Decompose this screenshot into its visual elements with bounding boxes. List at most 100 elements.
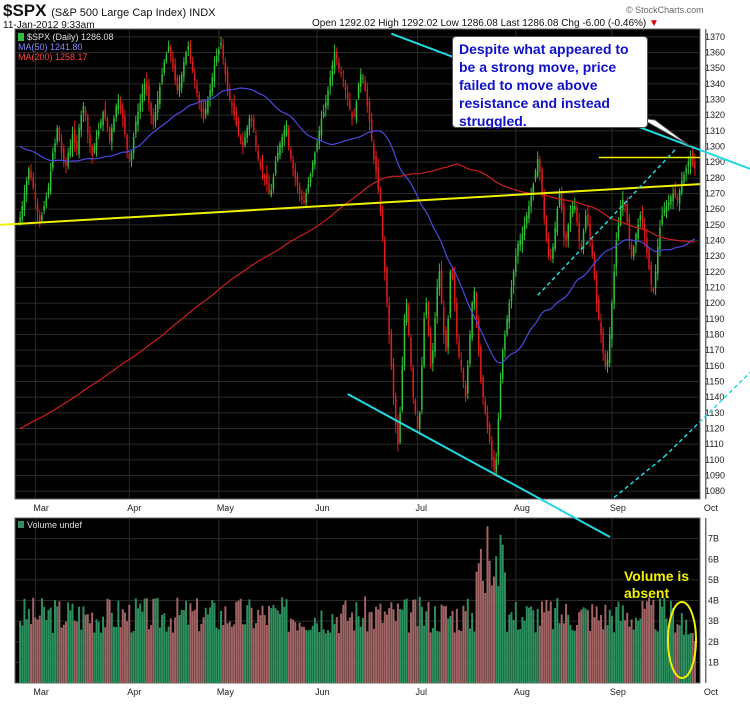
candle-body xyxy=(510,287,513,302)
candle-body xyxy=(691,151,694,166)
candle-body xyxy=(685,168,687,174)
volume-bar xyxy=(241,624,244,683)
candle-body xyxy=(521,234,524,245)
volume-bar xyxy=(215,627,218,683)
candle-body xyxy=(170,47,172,56)
volume-bar xyxy=(442,605,445,683)
volume-bar xyxy=(309,629,312,683)
candle-body xyxy=(296,176,299,186)
candle-body xyxy=(21,206,24,220)
volume-bar xyxy=(560,614,563,683)
candle-body xyxy=(360,74,362,87)
candle-body xyxy=(222,44,224,59)
candle-body xyxy=(307,184,310,191)
volume-bar xyxy=(239,598,242,683)
candle-body xyxy=(263,174,266,178)
volume-x-tick-label: Sep xyxy=(610,687,626,697)
candle-body xyxy=(392,363,395,398)
volume-bar xyxy=(97,621,100,683)
candle-body xyxy=(113,118,115,132)
volume-bar xyxy=(434,606,437,683)
volume-x-tick-label: Jul xyxy=(416,687,428,697)
candle-body xyxy=(233,103,235,116)
candle-body xyxy=(80,115,83,131)
candle-body xyxy=(643,224,646,238)
candle-body xyxy=(152,114,155,125)
candle-body xyxy=(311,162,314,173)
symbol-description: (S&P 500 Large Cap Index) INDX xyxy=(51,7,216,19)
volume-bar xyxy=(488,560,491,683)
candle-body xyxy=(95,137,98,150)
candle-body xyxy=(539,159,541,172)
candle-body xyxy=(530,196,532,207)
volume-bar xyxy=(562,623,565,683)
volume-bar xyxy=(47,609,50,683)
candle-body xyxy=(60,141,63,153)
candle-body xyxy=(593,258,596,279)
volume-bar xyxy=(357,616,360,683)
volume-bar xyxy=(619,620,622,683)
volume-bar xyxy=(545,600,548,683)
candle-body xyxy=(277,152,279,161)
volume-bar xyxy=(447,618,450,683)
price-tick-label: 1260 xyxy=(705,204,725,214)
volume-bar xyxy=(141,611,144,683)
volume-bar xyxy=(206,614,209,683)
candle-body xyxy=(563,204,565,238)
candle-body xyxy=(279,143,281,156)
volume-bar xyxy=(226,623,229,683)
volume-bar xyxy=(525,606,528,683)
candle-body xyxy=(28,168,30,180)
volume-bar xyxy=(145,598,148,683)
volume-bar xyxy=(565,603,568,683)
volume-legend-label: Volume undef xyxy=(27,520,83,530)
candle-body xyxy=(43,206,45,211)
volume-bar xyxy=(466,598,469,683)
volume-bar xyxy=(658,598,661,683)
candle-body xyxy=(477,320,480,351)
candle-body xyxy=(615,240,618,268)
candle-body xyxy=(150,103,152,116)
candle-body xyxy=(357,83,360,98)
candle-body xyxy=(534,171,537,180)
volume-bar xyxy=(608,609,611,683)
volume-bar xyxy=(75,621,78,683)
volume-bar xyxy=(414,599,417,683)
volume-tick-label: 4B xyxy=(708,596,719,606)
timestamp: 11-Jan-2012 9:33am xyxy=(3,20,95,31)
volume-bar xyxy=(130,632,133,683)
candle-body xyxy=(626,203,628,222)
candle-body xyxy=(617,224,620,238)
candle-body xyxy=(204,108,207,115)
volume-bar xyxy=(211,600,214,683)
volume-bar xyxy=(490,585,493,683)
volume-bar xyxy=(543,612,546,683)
volume-bar xyxy=(64,621,67,683)
candle-body xyxy=(250,117,253,122)
candle-body xyxy=(394,396,397,426)
chg-value: -6.00 (-0.46%) xyxy=(582,18,647,29)
volume-bar xyxy=(499,534,502,683)
volume-bar xyxy=(49,607,52,683)
main-legend-swatch xyxy=(18,33,24,41)
candle-body xyxy=(19,217,21,224)
volume-bar xyxy=(143,598,146,683)
candle-body xyxy=(346,92,349,100)
volume-bar xyxy=(25,619,28,683)
candle-body xyxy=(139,102,141,113)
volume-bar xyxy=(423,625,426,683)
candle-body xyxy=(515,256,517,272)
volume-tick-label: 2B xyxy=(708,637,719,647)
volume-bar xyxy=(569,625,572,683)
candle-body xyxy=(266,173,268,185)
volume-bar xyxy=(654,629,657,683)
price-x-tick-label: Aug xyxy=(514,503,530,513)
volume-bar xyxy=(67,602,70,683)
volume-bar xyxy=(621,605,624,683)
candle-body xyxy=(491,440,493,460)
volume-bar xyxy=(108,599,111,683)
volume-bar xyxy=(486,526,489,683)
volume-bar xyxy=(523,620,526,683)
candle-body xyxy=(65,162,67,166)
candle-body xyxy=(604,353,607,366)
